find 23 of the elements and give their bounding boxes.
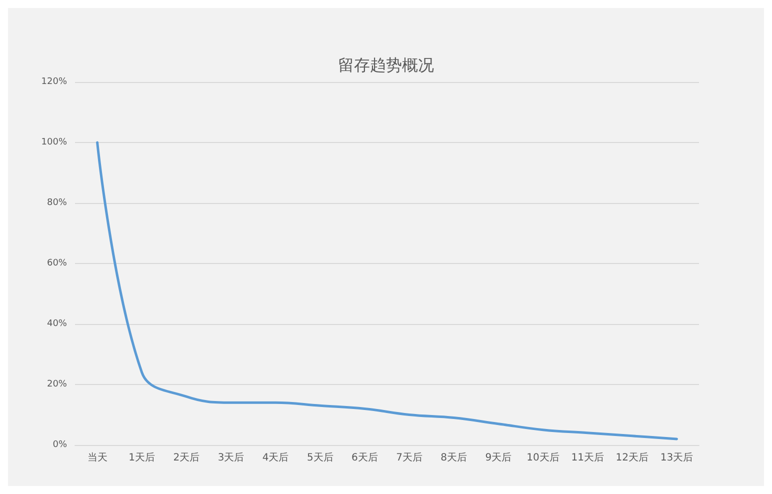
y-tick-label: 0% <box>52 440 68 450</box>
x-tick-label: 11天后 <box>571 452 604 464</box>
x-tick-label: 9天后 <box>485 452 512 464</box>
x-tick-label: 当天 <box>87 452 108 464</box>
x-tick-label: 2天后 <box>173 452 200 464</box>
x-tick-label: 5天后 <box>306 452 334 464</box>
x-tick-label: 8天后 <box>440 452 468 464</box>
y-tick-label: 100% <box>41 138 68 148</box>
x-tick-label: 12天后 <box>616 452 649 464</box>
y-tick-label: 40% <box>46 319 68 329</box>
line-series <box>96 141 678 440</box>
x-tick-label: 13天后 <box>660 452 694 464</box>
y-tick-label: 20% <box>46 380 68 390</box>
y-tick-label: 60% <box>46 258 68 268</box>
x-tick-label: 4天后 <box>262 452 289 464</box>
x-tick-label: 1天后 <box>128 452 156 464</box>
chart-title: 留存趋势概况 <box>338 56 434 74</box>
x-tick-label: 6天后 <box>352 452 378 464</box>
x-tick-label: 7天后 <box>396 452 422 464</box>
x-tick-label: 10天后 <box>526 452 560 464</box>
y-tick-label: 120% <box>41 77 68 87</box>
y-tick-label: 80% <box>46 198 68 208</box>
x-tick-label: 3天后 <box>218 452 244 464</box>
